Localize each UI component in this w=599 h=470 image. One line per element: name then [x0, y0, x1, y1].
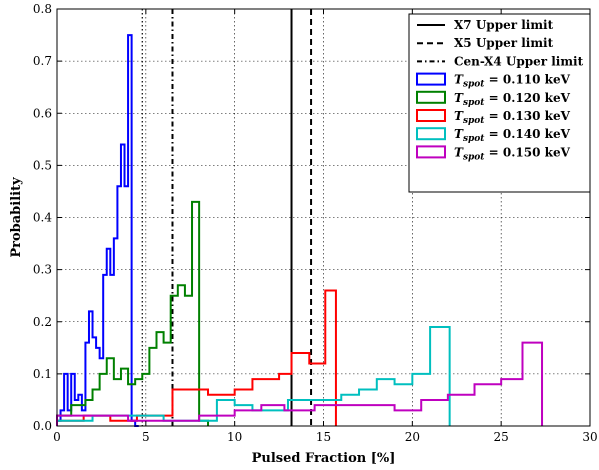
legend-limit-label: X7 Upper limit [454, 18, 554, 32]
legend-series-swatch [416, 109, 446, 122]
y-tick-label: 0.5 [33, 158, 52, 172]
y-tick-label: 0.4 [33, 211, 52, 225]
x-tick-label: 30 [582, 430, 597, 444]
histogram-series-2 [56, 200, 210, 426]
histogram-series-1 [56, 34, 139, 427]
legend-limit-label: X5 Upper limit [454, 36, 554, 50]
legend-series-swatch [416, 145, 446, 159]
x-tick-label: 20 [405, 430, 420, 444]
y-tick-label: 0.8 [33, 2, 52, 16]
legend-series-label: Tspot = 0.140 keV [454, 127, 571, 144]
legend-series-label: Tspot = 0.130 keV [454, 109, 571, 126]
x-tick-label: 0 [53, 430, 61, 444]
y-axis-label: Probability [9, 177, 24, 258]
y-tick-label: 0.3 [33, 263, 52, 277]
x-tick-label: 5 [142, 430, 150, 444]
x-axis-label: Pulsed Fraction [%] [252, 451, 396, 466]
y-tick-label: 0.0 [33, 419, 52, 433]
legend: X7 Upper limit X5 Upper limit Cen-X4 Upper… [408, 13, 591, 193]
y-tick-label: 0.7 [33, 54, 52, 68]
legend-series-swatch [416, 72, 446, 86]
histogram-series-4 [56, 325, 451, 426]
legend-series-label: Tspot = 0.120 keV [454, 91, 571, 108]
legend-series-swatch [416, 127, 446, 141]
legend-series-label: Tspot = 0.150 keV [454, 145, 571, 162]
axis-ticks: 0 5 10 15 20 25 30 0.0 0.1 0.2 0.3 0.4 0.5 0.6 0.7 0.8 [33, 2, 598, 444]
y-tick-label: 0.1 [33, 367, 52, 381]
histogram-series-5 [56, 341, 544, 426]
histogram-series [56, 34, 544, 427]
legend-limit-label: Cen-X4 Upper limit [454, 54, 584, 68]
x-tick-label: 25 [494, 430, 509, 444]
x-tick-label: 15 [316, 430, 331, 444]
x-tick-label: 10 [227, 430, 242, 444]
y-tick-label: 0.6 [33, 106, 52, 120]
legend-series-label: Tspot = 0.110 keV [454, 73, 571, 90]
legend-series-swatch [416, 90, 446, 104]
y-tick-label: 0.2 [33, 315, 52, 329]
